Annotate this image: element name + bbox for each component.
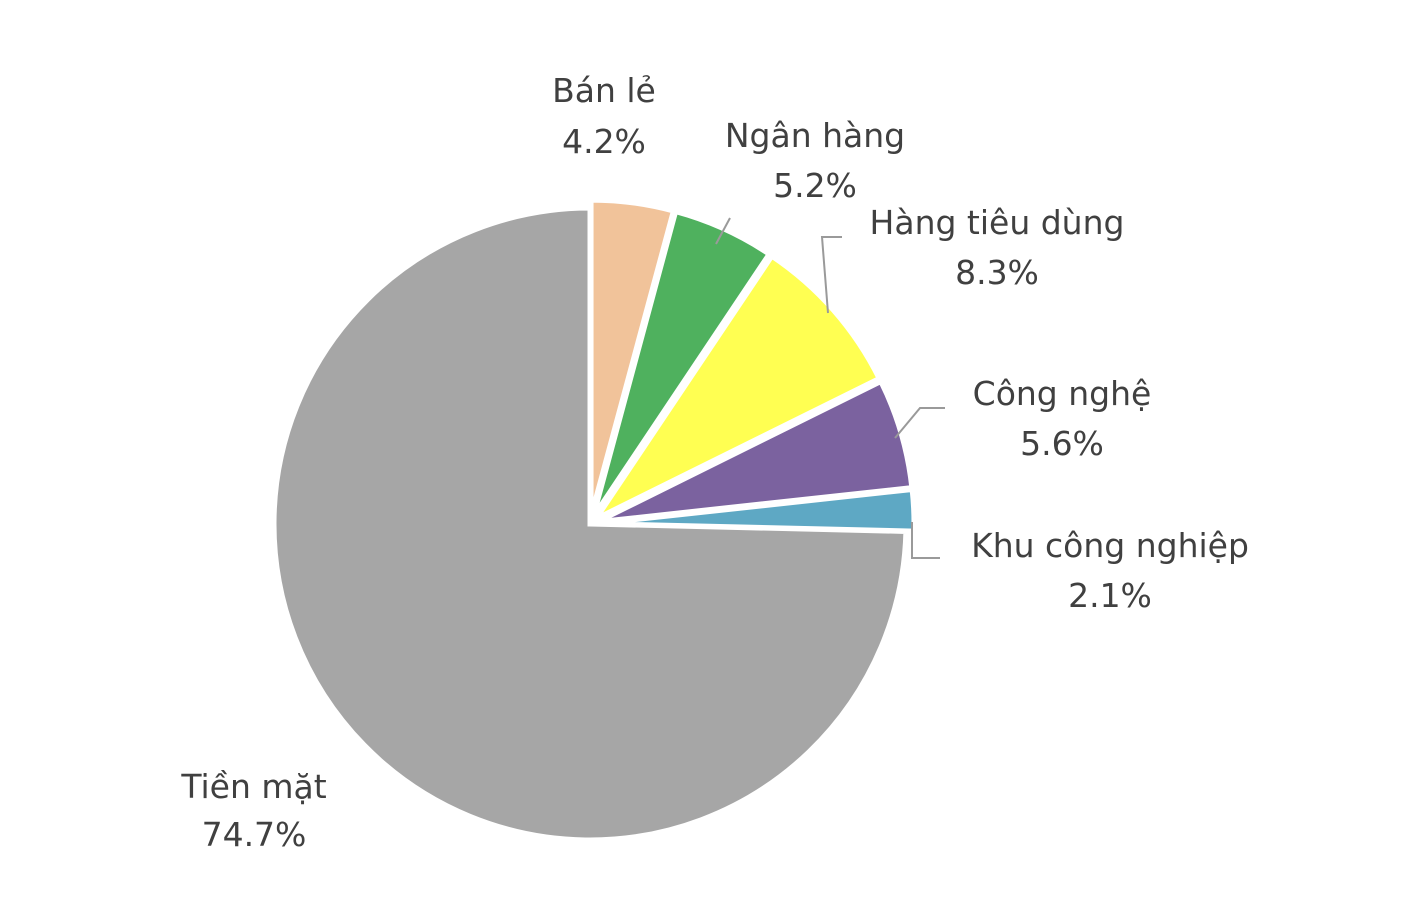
slice-label-tien-mat: Tiền mặt: [180, 767, 326, 806]
slice-value-hang-tieu-dung: 8.3%: [955, 253, 1039, 292]
leader-line-cong-nghe: [894, 407, 945, 439]
slice-label-ngan-hang: Ngân hàng: [725, 116, 905, 155]
slice-value-khu-cong-nghiep: 2.1%: [1068, 576, 1152, 615]
pie-slice-hang-tieu-dung: [588, 252, 883, 526]
slice-value-cong-nghe: 5.6%: [1020, 424, 1104, 463]
leader-line-khu-cong-nghiep: [911, 522, 940, 559]
leader-lines: [715, 217, 945, 559]
leader-line-hang-tieu-dung: [820, 236, 842, 314]
slice-label-ban-le: Bán lẻ: [552, 71, 656, 110]
pie-slice-tien-mat: [271, 205, 909, 843]
slice-value-ngan-hang: 5.2%: [773, 166, 857, 205]
slice-label-cong-nghe: Công nghệ: [973, 374, 1152, 413]
pie-slices: [271, 197, 917, 843]
slice-label-khu-cong-nghiep: Khu công nghiệp: [971, 526, 1249, 565]
slice-value-ban-le: 4.2%: [562, 122, 646, 161]
slice-label-hang-tieu-dung: Hàng tiêu dùng: [870, 203, 1125, 242]
leader-line-ngan-hang: [715, 217, 731, 245]
pie-labels: Bán lẻ 4.2% Ngân hàng 5.2% Hàng tiêu dùn…: [180, 71, 1249, 854]
pie-slice-khu-cong-nghiep: [597, 486, 917, 534]
slice-value-tien-mat: 74.7%: [202, 815, 307, 854]
